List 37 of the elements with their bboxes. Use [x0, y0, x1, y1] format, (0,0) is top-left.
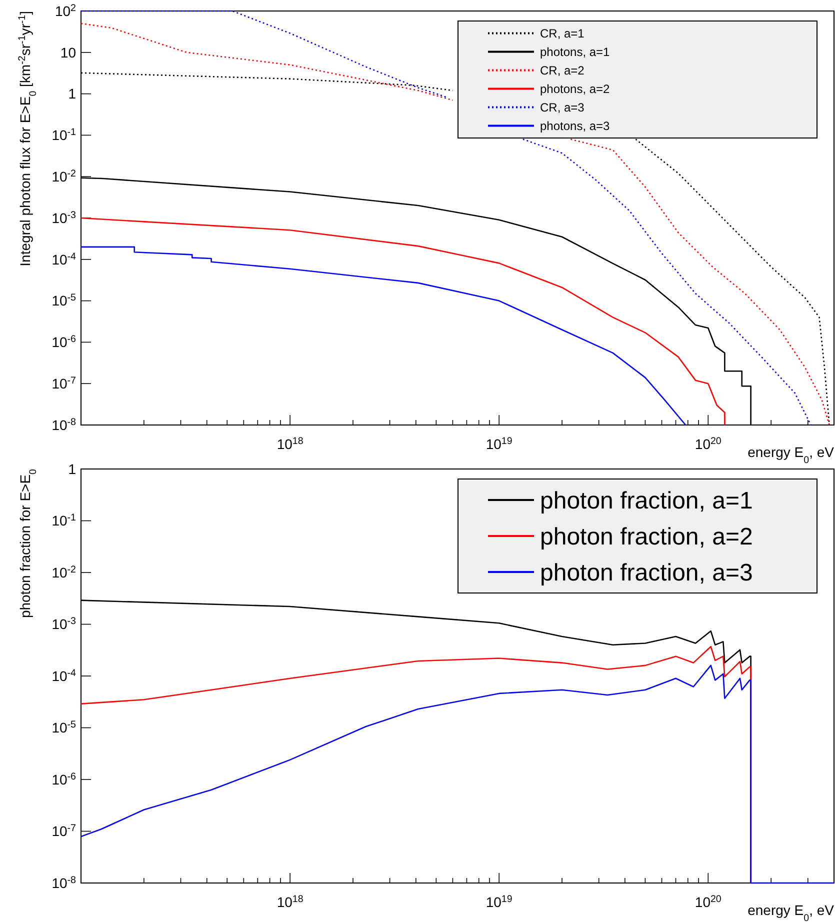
- x-tick-label: 10$^{19}$: [486, 436, 512, 452]
- y-tick-label: 10$^{-4}$: [52, 250, 77, 268]
- legend-label: CR, a=2: [540, 63, 585, 78]
- legend-label: photon fraction, a=3: [540, 559, 753, 586]
- x-axis-title: energy E$_{0}$, eV: [748, 444, 835, 466]
- y-tick-label: 1: [68, 86, 76, 102]
- legend-label: photons, a=1: [540, 44, 610, 59]
- y-tick-label: 10: [60, 44, 76, 60]
- y-tick-label: 10$^{-3}$: [52, 616, 77, 632]
- x-tick-label: 10$^{20}$: [694, 436, 722, 452]
- y-tick-label: 10$^{-5}$: [52, 719, 77, 736]
- y-tick-label: 10$^{-2}$: [52, 168, 76, 184]
- y-tick-label: 10$^{-1}$: [52, 126, 76, 144]
- x-tick-label: 10$^{19}$: [486, 894, 512, 910]
- y-tick-label: 10$^{-3}$: [52, 209, 77, 226]
- x-tick-label: 10$^{18}$: [276, 894, 304, 910]
- legend-label: photons, a=3: [540, 118, 610, 133]
- x-tick-label: 10$^{18}$: [276, 436, 304, 452]
- legend-label: CR, a=1: [540, 26, 585, 40]
- y-tick-label: 10$^{-8}$: [52, 874, 77, 891]
- x-axis-title: energy E$_{0}$, eV: [748, 902, 835, 922]
- y-tick-label: 10$^{-6}$: [52, 334, 77, 350]
- y-tick-label: 10$^{-8}$: [52, 416, 77, 433]
- y-tick-label: 10$^{-5}$: [52, 292, 77, 309]
- y-tick-label: 10$^{2}$: [54, 2, 76, 19]
- y-tick-label: 10$^{-4}$: [52, 667, 77, 684]
- legend-label: photon fraction, a=2: [540, 523, 753, 550]
- y-tick-label: 10$^{-7}$: [52, 375, 76, 392]
- legend-label: photon fraction, a=1: [540, 487, 753, 514]
- y-tick-label: 1: [68, 460, 76, 477]
- x-tick-label: 10$^{20}$: [694, 894, 722, 910]
- y-tick-label: 10$^{-1}$: [52, 512, 76, 529]
- y-tick-label: 10$^{-7}$: [52, 822, 76, 840]
- y-tick-label: 10$^{-6}$: [52, 770, 77, 788]
- legend-label: CR, a=3: [540, 100, 585, 114]
- y-tick-label: 10$^{-2}$: [52, 564, 76, 580]
- legend-label: photons, a=2: [540, 82, 610, 96]
